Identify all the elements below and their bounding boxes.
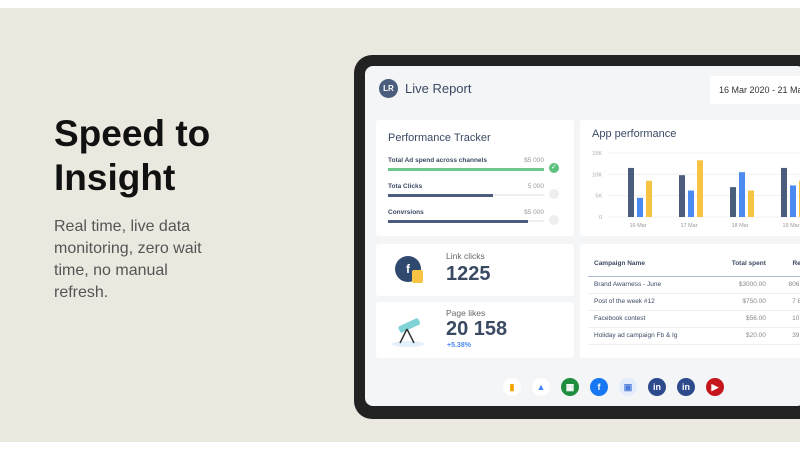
dashboard: LR Live Report 16 Mar 2020 - 21 Mar Perf… — [365, 66, 800, 406]
check-icon: ✓ — [549, 163, 559, 173]
status-dot — [549, 189, 559, 199]
bar — [739, 172, 745, 217]
bar — [697, 160, 703, 217]
table-cell: $750.00 — [711, 293, 772, 311]
link-clicks-card: f Link clicks 1225 — [376, 244, 574, 296]
bar — [730, 187, 736, 217]
metric-label: Link clicks — [446, 251, 485, 261]
google-my-business-icon[interactable]: ▣ — [619, 378, 637, 396]
bar-chart: 0 5K 10K 15K 16 Mar 17 Mar 18 Mar 19 Mar — [592, 151, 800, 229]
progress-bar — [388, 193, 544, 197]
x-tick-label: 17 Mar — [680, 223, 697, 229]
hero-subtitle: Real time, live data monitoring, zero wa… — [54, 218, 202, 301]
bar — [790, 185, 796, 217]
bar — [781, 167, 787, 217]
hero-title: Speed to Insight — [54, 113, 211, 198]
shopping-bag-icon — [412, 270, 423, 283]
linkedin-ads-icon[interactable]: in — [677, 378, 695, 396]
google-sheets-icon[interactable]: ▦ — [561, 378, 579, 396]
chart-title: App performance — [592, 128, 677, 140]
tracker-value: $5 000 — [524, 157, 544, 164]
table-cell: $3000.00 — [711, 276, 772, 294]
table-cell: Facebook contest — [588, 310, 712, 328]
table-cell: 39 321 — [771, 327, 800, 345]
x-tick-label: 19 Mar — [782, 223, 799, 229]
app-performance-card: App performance 0 5K 10K 15K 16 Mar 17 Mar 18 … — [580, 120, 800, 236]
y-tick-label: 5K — [595, 194, 602, 200]
tracker-value: 5 000 — [527, 183, 544, 190]
column-header[interactable]: Campaign Name — [588, 252, 712, 277]
bar — [628, 167, 634, 217]
bar — [748, 190, 754, 217]
metric-label: Page likes — [446, 308, 486, 318]
page-likes-card: Page likes 20 158 +5.38% — [376, 302, 574, 358]
table-cell: $56.00 — [711, 310, 772, 328]
bar — [688, 190, 694, 217]
linkedin-icon[interactable]: in — [648, 378, 666, 396]
y-tick-label: 0 — [599, 215, 602, 221]
telescope-icon — [392, 318, 424, 347]
table-cell: 10 756 — [771, 310, 800, 328]
column-header[interactable]: Reach — [771, 252, 800, 277]
report-title: Live Report — [405, 81, 472, 96]
table-row[interactable]: Post of the week #12$750.007 8490 — [588, 293, 800, 311]
progress-bar — [388, 167, 544, 171]
status-dot — [549, 215, 559, 225]
youtube-icon[interactable]: ▶ — [706, 378, 724, 396]
tracker-value: $5 000 — [524, 209, 544, 216]
tracker-label: Total Ad spend across channels — [388, 157, 487, 164]
table-cell: Holiday ad campaign Fb & Ig — [588, 327, 712, 345]
google-analytics-icon[interactable]: ▮ — [503, 378, 521, 396]
metric-value: 1225 — [446, 263, 491, 285]
x-tick-label: 16 Mar — [629, 223, 646, 229]
bar — [679, 175, 685, 217]
metric-value: 20 158 — [446, 318, 508, 340]
table-cell: $20.00 — [711, 327, 772, 345]
table-cell: Brand Awarness - June — [588, 276, 712, 294]
progress-bar — [388, 219, 544, 223]
metric-change: +5.38% — [447, 342, 471, 349]
card-title: Performance Tracker — [388, 132, 491, 144]
table-cell: Post of the week #12 — [588, 293, 712, 311]
performance-tracker-card: Performance Tracker Total Ad spend acros… — [376, 120, 574, 236]
table-cell: 7 8490 — [771, 293, 800, 311]
tracker-label: Convrsions — [388, 209, 424, 216]
x-tick-label: 18 Mar — [731, 223, 748, 229]
y-tick-label: 15K — [592, 151, 602, 157]
table-cell: 806 357 — [771, 276, 800, 294]
tracker-label: Tota Clicks — [388, 183, 423, 190]
column-header[interactable]: Total spent — [711, 252, 772, 277]
y-tick-label: 10K — [592, 172, 602, 178]
facebook-icon[interactable]: f — [590, 378, 608, 396]
avatar: LR — [379, 79, 398, 98]
bar — [646, 180, 652, 217]
date-range-picker[interactable]: 16 Mar 2020 - 21 Mar — [710, 76, 800, 104]
bar — [637, 197, 643, 217]
google-ads-icon[interactable]: ▲ — [532, 378, 550, 396]
